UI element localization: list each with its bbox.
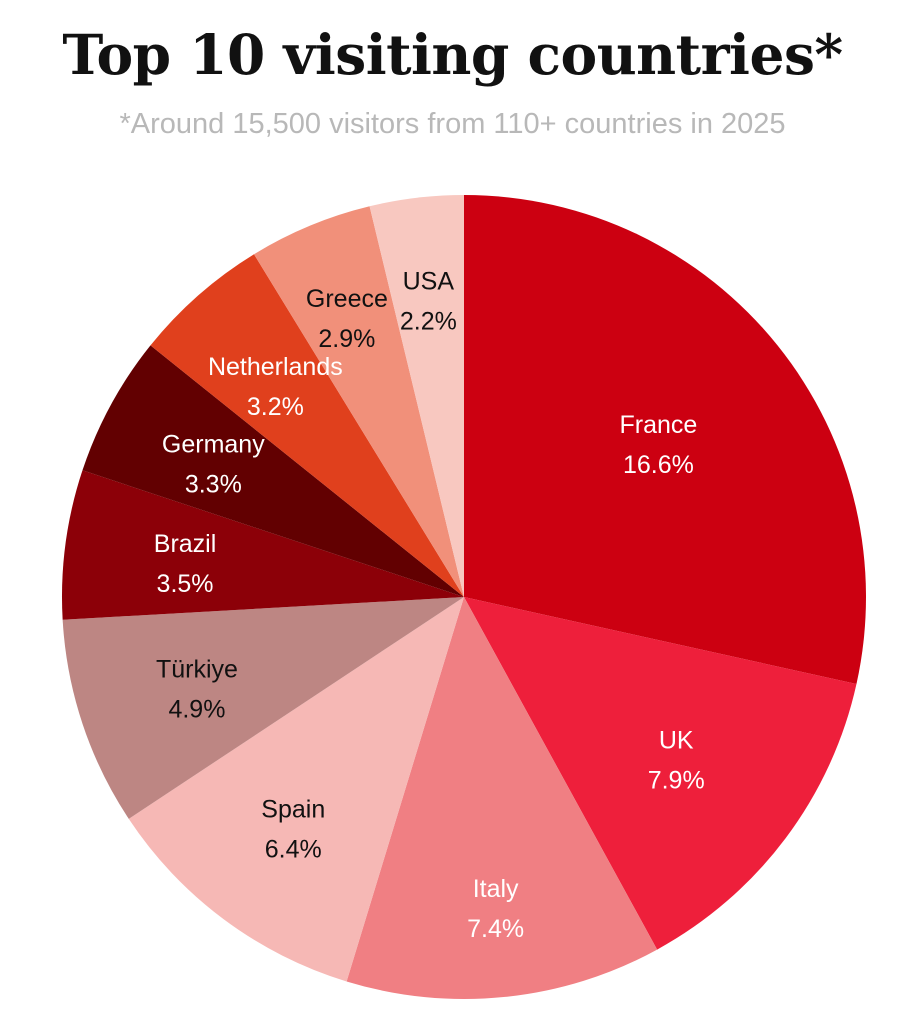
slice-name-spain: Spain [261,796,325,824]
slice-name-germany: Germany [162,431,265,459]
slice-name-netherlands: Netherlands [208,353,343,381]
slice-value-uk: 7.9% [648,766,705,794]
pie-slice-uk [464,597,857,950]
slice-value-usa: 2.2% [400,308,457,336]
pie-labels: France 16.6% UK 7.9% Italy 7.4% Spain 6.4% Türki… [154,268,705,943]
slice-name-usa: USA [403,268,455,296]
pie-slice-germany [82,345,464,597]
slice-value-germany: 3.3% [185,471,242,499]
slice-value-greece: 2.9% [318,325,375,353]
slice-name-brazil: Brazil [154,530,217,558]
pie-slice-italy [346,597,658,999]
slice-name-italy: Italy [473,875,519,903]
pie-slice-spain [128,597,464,982]
slice-name-greece: Greece [306,285,388,313]
pie-slice-usa [369,195,464,597]
chart-subtitle: *Around 15,500 visitors from 110+ countr… [119,108,786,140]
pie-slice-turkiye [62,597,464,819]
slice-value-italy: 7.4% [467,915,524,943]
slice-name-france: France [619,411,697,439]
slice-name-turkiye: Türkiye [156,656,238,684]
slice-value-spain: 6.4% [265,836,322,864]
chart-title: Top 10 visiting countries* [62,22,843,87]
pie-slice-brazil [61,470,464,620]
slice-value-netherlands: 3.2% [247,393,304,421]
pie-slice-france [464,195,867,685]
slice-value-brazil: 3.5% [157,570,214,598]
pie-slice-greece [254,206,464,597]
slice-name-uk: UK [659,726,694,754]
slice-value-turkiye: 4.9% [168,696,225,724]
slice-value-france: 16.6% [623,451,694,479]
pie-slice-netherlands [150,254,464,597]
pie-slices [61,195,867,999]
